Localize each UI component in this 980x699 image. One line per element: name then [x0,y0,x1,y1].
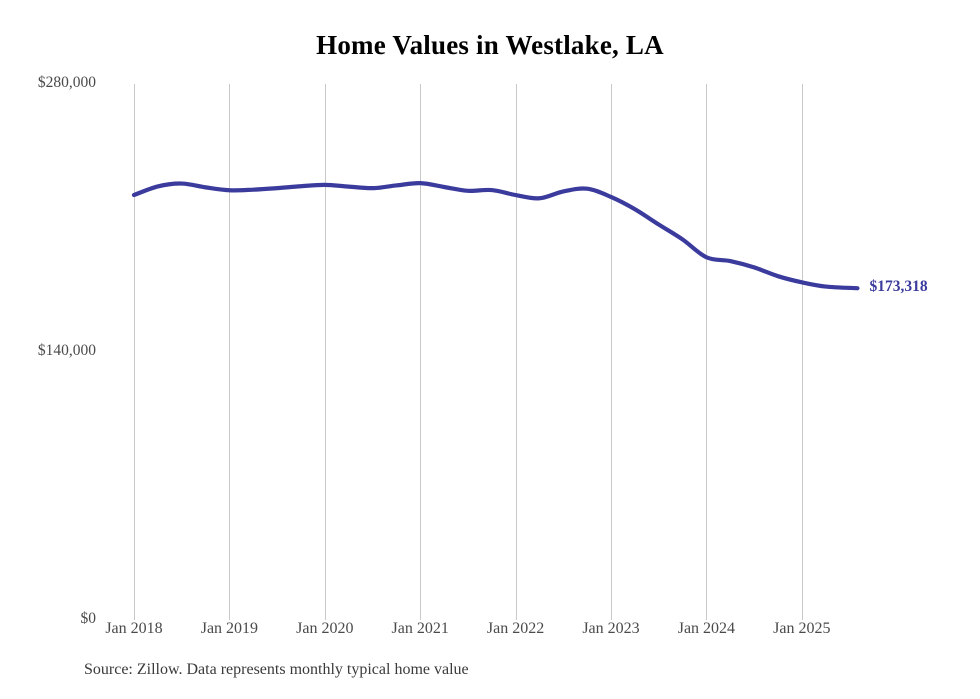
x-tick-label-2019-01: Jan 2019 [200,620,259,637]
gridline-2022-01 [515,84,517,620]
y-tick-label-140000: $140,000 [37,342,96,359]
gridline-2019-01 [229,84,231,620]
gridline-2018-01 [134,84,135,620]
x-tick-label-2025-01: Jan 2025 [773,620,831,637]
x-tick-label-2018-01: Jan 2018 [105,620,163,637]
x-tick-label-2020-01: Jan 2020 [296,620,354,637]
series-line-typical-home-value [131,181,860,291]
y-tick-label-0: $0 [80,610,97,627]
x-tick-label-2023-01: Jan 2023 [582,620,640,637]
x-tick-label-2024-01: Jan 2024 [677,620,736,637]
x-tick-label-2022-01: Jan 2022 [486,620,545,637]
source-note: Source: Zillow. Data represents monthly … [84,661,469,678]
page-title: Home Values in Westlake, LA [316,30,664,60]
y-tick-label-280000: $280,000 [37,74,96,91]
gridline-2025-01 [801,84,803,620]
gridline-2020-01 [324,84,326,620]
gridline-2024-01 [706,84,708,620]
x-tick-label-2021-01: Jan 2021 [391,620,449,637]
end-value-label: $173,318 [869,278,928,296]
gridline-2023-01 [611,84,612,620]
gridline-2021-01 [420,84,422,620]
